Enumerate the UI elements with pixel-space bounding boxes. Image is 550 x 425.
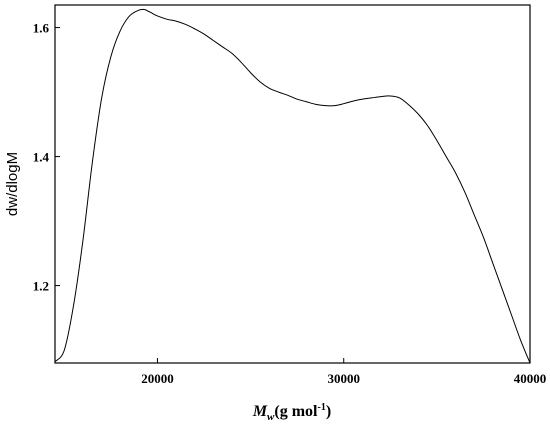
x-axis-label-unit: (g mol xyxy=(274,403,318,420)
x-axis-label-superscript: -1 xyxy=(318,402,326,413)
x-tick-label: 30000 xyxy=(327,371,360,386)
series-line xyxy=(54,8,531,364)
x-axis-label-unit-end: ) xyxy=(326,403,331,420)
x-axis-ticks: 20000 30000 40000 xyxy=(141,358,546,386)
y-tick-label: 1.6 xyxy=(33,21,50,36)
x-tick-label: 20000 xyxy=(141,371,174,386)
y-axis-label: dw/dlogM xyxy=(4,152,21,216)
x-axis-label-symbol: M xyxy=(252,403,268,420)
y-tick-label: 1.2 xyxy=(33,279,49,294)
y-axis-ticks: 1.2 1.4 1.6 xyxy=(33,21,60,294)
x-axis-label: Mw(g mol-1) xyxy=(252,402,331,423)
y-tick-label: 1.4 xyxy=(33,150,50,165)
x-axis-label-subscript: w xyxy=(267,411,275,423)
plot-frame xyxy=(54,4,531,364)
x-tick-label: 40000 xyxy=(514,371,547,386)
